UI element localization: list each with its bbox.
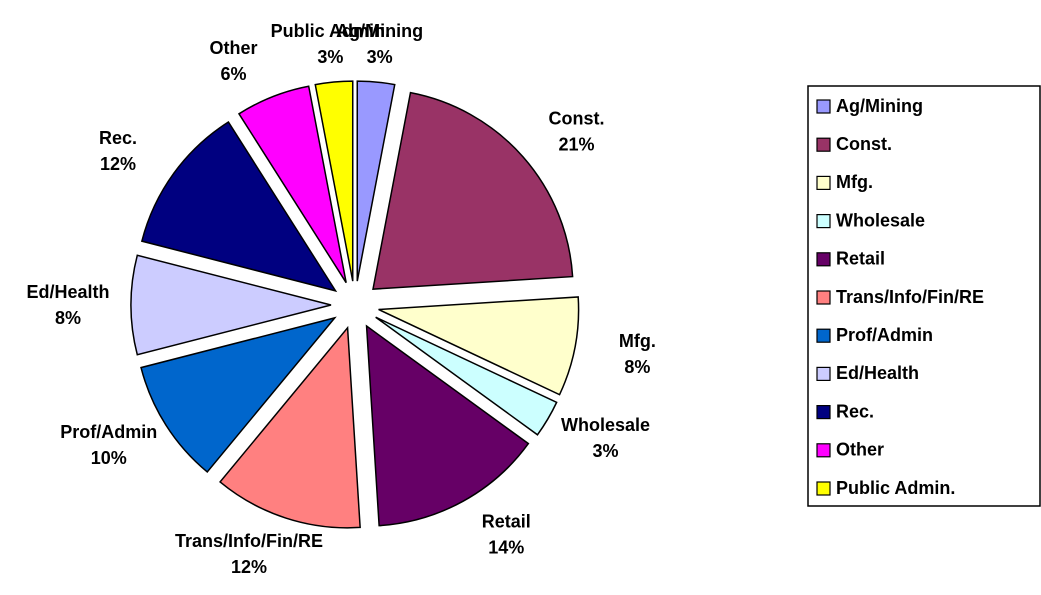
legend-label: Rec. [836,401,874,421]
slice-value-label: 6% [221,64,247,84]
legend-swatch [816,481,831,496]
legend-label: Ag/Mining [836,96,923,116]
pie-slice [140,316,337,474]
pie-slice [356,80,396,282]
slice-value-label: 8% [55,308,81,328]
slice-value-label: 10% [91,448,127,468]
legend-swatch [816,405,831,420]
slice-value-label: 3% [317,47,343,67]
legend-swatch [816,328,831,343]
legend-box [807,85,1041,507]
slice-label: Prof/Admin [60,422,157,442]
slice-value-label: 3% [367,47,393,67]
legend-swatch [816,175,831,190]
legend-swatch [816,290,831,305]
slice-label: Other [210,38,258,58]
slice-value-label: 12% [100,154,136,174]
legend-label: Other [836,440,884,460]
pie-slice [372,91,574,290]
slice-value-label: 21% [559,134,595,154]
pie-slice [378,296,580,396]
legend-label: Prof/Admin [836,325,933,345]
pie-slice [130,254,332,356]
slice-label: Rec. [99,128,137,148]
pie-slice [140,120,338,293]
pie-slice [219,325,361,529]
slice-label: Mfg. [619,331,656,351]
legend-swatch [816,214,831,229]
pie-slice [314,80,354,282]
pie-slice [365,324,530,527]
legend-swatch [816,366,831,381]
slice-label: Public Admin. [271,21,390,41]
slice-value-label: 12% [231,557,267,577]
slice-label: Wholesale [561,415,650,435]
slice-label: Const. [549,108,605,128]
legend-label: Trans/Info/Fin/RE [836,287,984,307]
legend-label: Mfg. [836,172,873,192]
legend-swatch [816,443,831,458]
pie-slice [237,85,347,284]
legend-label: Wholesale [836,210,925,230]
pie-slice [375,316,558,436]
slice-label: Trans/Info/Fin/RE [175,531,323,551]
slice-value-label: 14% [488,537,524,557]
legend-swatch [816,252,831,267]
legend-label: Retail [836,249,885,269]
slice-label: Ed/Health [26,282,109,302]
legend-label: Const. [836,134,892,154]
legend-label: Ed/Health [836,363,919,383]
legend-swatch [816,137,831,152]
slice-value-label: 3% [593,441,619,461]
slice-value-label: 8% [624,357,650,377]
legend-label: Public Admin. [836,478,955,498]
slice-label: Retail [482,511,531,531]
slice-label: Ag/Mining [336,21,423,41]
legend-swatch [816,99,831,114]
